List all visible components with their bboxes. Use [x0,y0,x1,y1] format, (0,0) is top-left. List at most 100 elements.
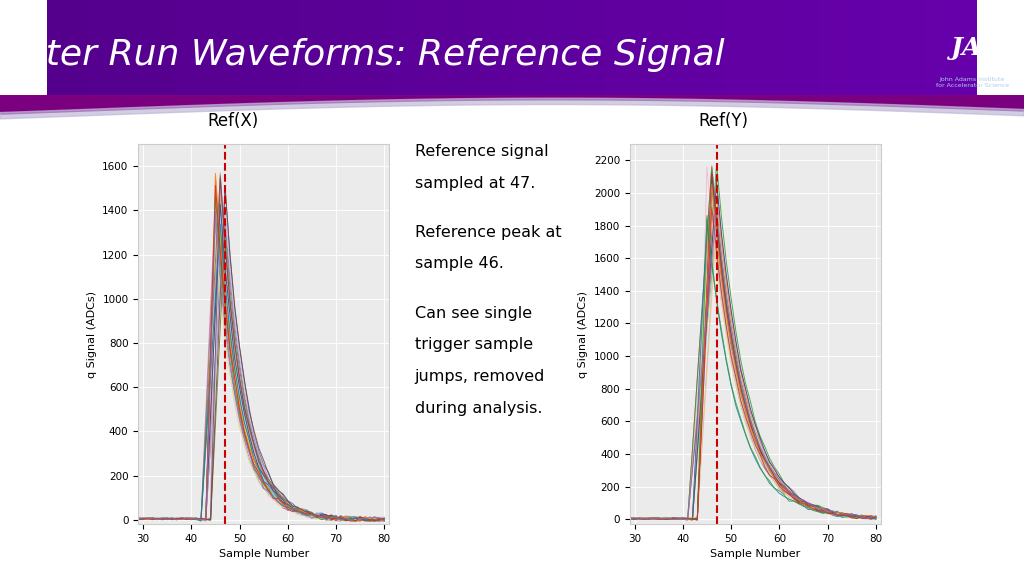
Bar [280,0,284,95]
Bar [526,0,530,95]
Bar [633,0,638,95]
Bar [885,0,889,95]
Bar [973,0,978,95]
Bar [582,0,587,95]
Bar [424,0,428,95]
Text: jumps, removed: jumps, removed [415,369,545,384]
Bar [312,0,316,95]
Bar [386,0,391,95]
Bar [819,0,824,95]
Text: during analysis.: during analysis. [415,401,543,416]
Bar [331,0,335,95]
X-axis label: Sample Number: Sample Number [218,550,309,559]
Bar [558,0,563,95]
Bar [782,0,786,95]
Bar [251,0,256,95]
Bar [834,0,838,95]
Bar [479,0,484,95]
Bar [289,0,293,95]
Bar [452,0,456,95]
Bar [79,0,84,95]
Bar [154,0,159,95]
Bar [949,0,954,95]
Bar [112,0,117,95]
Bar [712,0,717,95]
Bar [358,0,364,95]
Bar [428,0,433,95]
Text: sample 46.: sample 46. [415,256,504,271]
Bar [810,0,814,95]
Text: Can see single: Can see single [415,306,531,321]
Bar [340,0,344,95]
Bar [382,0,386,95]
Bar [200,0,205,95]
Bar [130,0,135,95]
Bar [722,0,726,95]
Bar [190,0,196,95]
Bar [373,0,377,95]
Bar [931,0,936,95]
Bar [629,0,633,95]
Bar [517,0,521,95]
Bar [437,0,442,95]
Bar [889,0,894,95]
Bar [898,0,903,95]
Bar [717,0,722,95]
Bar [415,0,419,95]
Bar [568,0,572,95]
Bar [498,0,503,95]
Bar [391,0,395,95]
Bar [945,0,949,95]
Bar [894,0,898,95]
Bar [861,0,865,95]
Bar [344,0,349,95]
Bar [614,0,620,95]
Bar [302,0,307,95]
Bar [238,0,242,95]
Bar [186,0,190,95]
Bar [750,0,754,95]
Bar [404,0,410,95]
Bar [708,0,712,95]
Bar [60,0,66,95]
Bar [763,0,768,95]
Bar [56,0,60,95]
Bar [196,0,200,95]
Bar [735,0,740,95]
Bar [768,0,773,95]
Bar [88,0,93,95]
Bar [847,0,852,95]
Bar [335,0,340,95]
Bar [364,0,368,95]
Bar [792,0,796,95]
Bar [228,0,232,95]
Bar [605,0,609,95]
Bar [349,0,353,95]
Bar [936,0,940,95]
Bar [698,0,702,95]
Bar [400,0,404,95]
Bar [307,0,312,95]
Bar [651,0,656,95]
Text: JAI: JAI [951,36,994,60]
Bar [51,0,56,95]
Bar [865,0,870,95]
Bar [219,0,223,95]
Text: Ref(X): Ref(X) [208,112,259,130]
Bar [964,0,968,95]
Bar [214,0,219,95]
Bar [433,0,437,95]
Bar [828,0,834,95]
Bar [484,0,488,95]
Bar [353,0,358,95]
Bar [549,0,554,95]
Text: trigger sample: trigger sample [415,338,532,353]
Bar [638,0,642,95]
Bar [609,0,614,95]
Bar [466,0,470,95]
Bar [647,0,651,95]
Bar [684,0,689,95]
Bar [642,0,647,95]
Bar [838,0,843,95]
Bar [660,0,666,95]
